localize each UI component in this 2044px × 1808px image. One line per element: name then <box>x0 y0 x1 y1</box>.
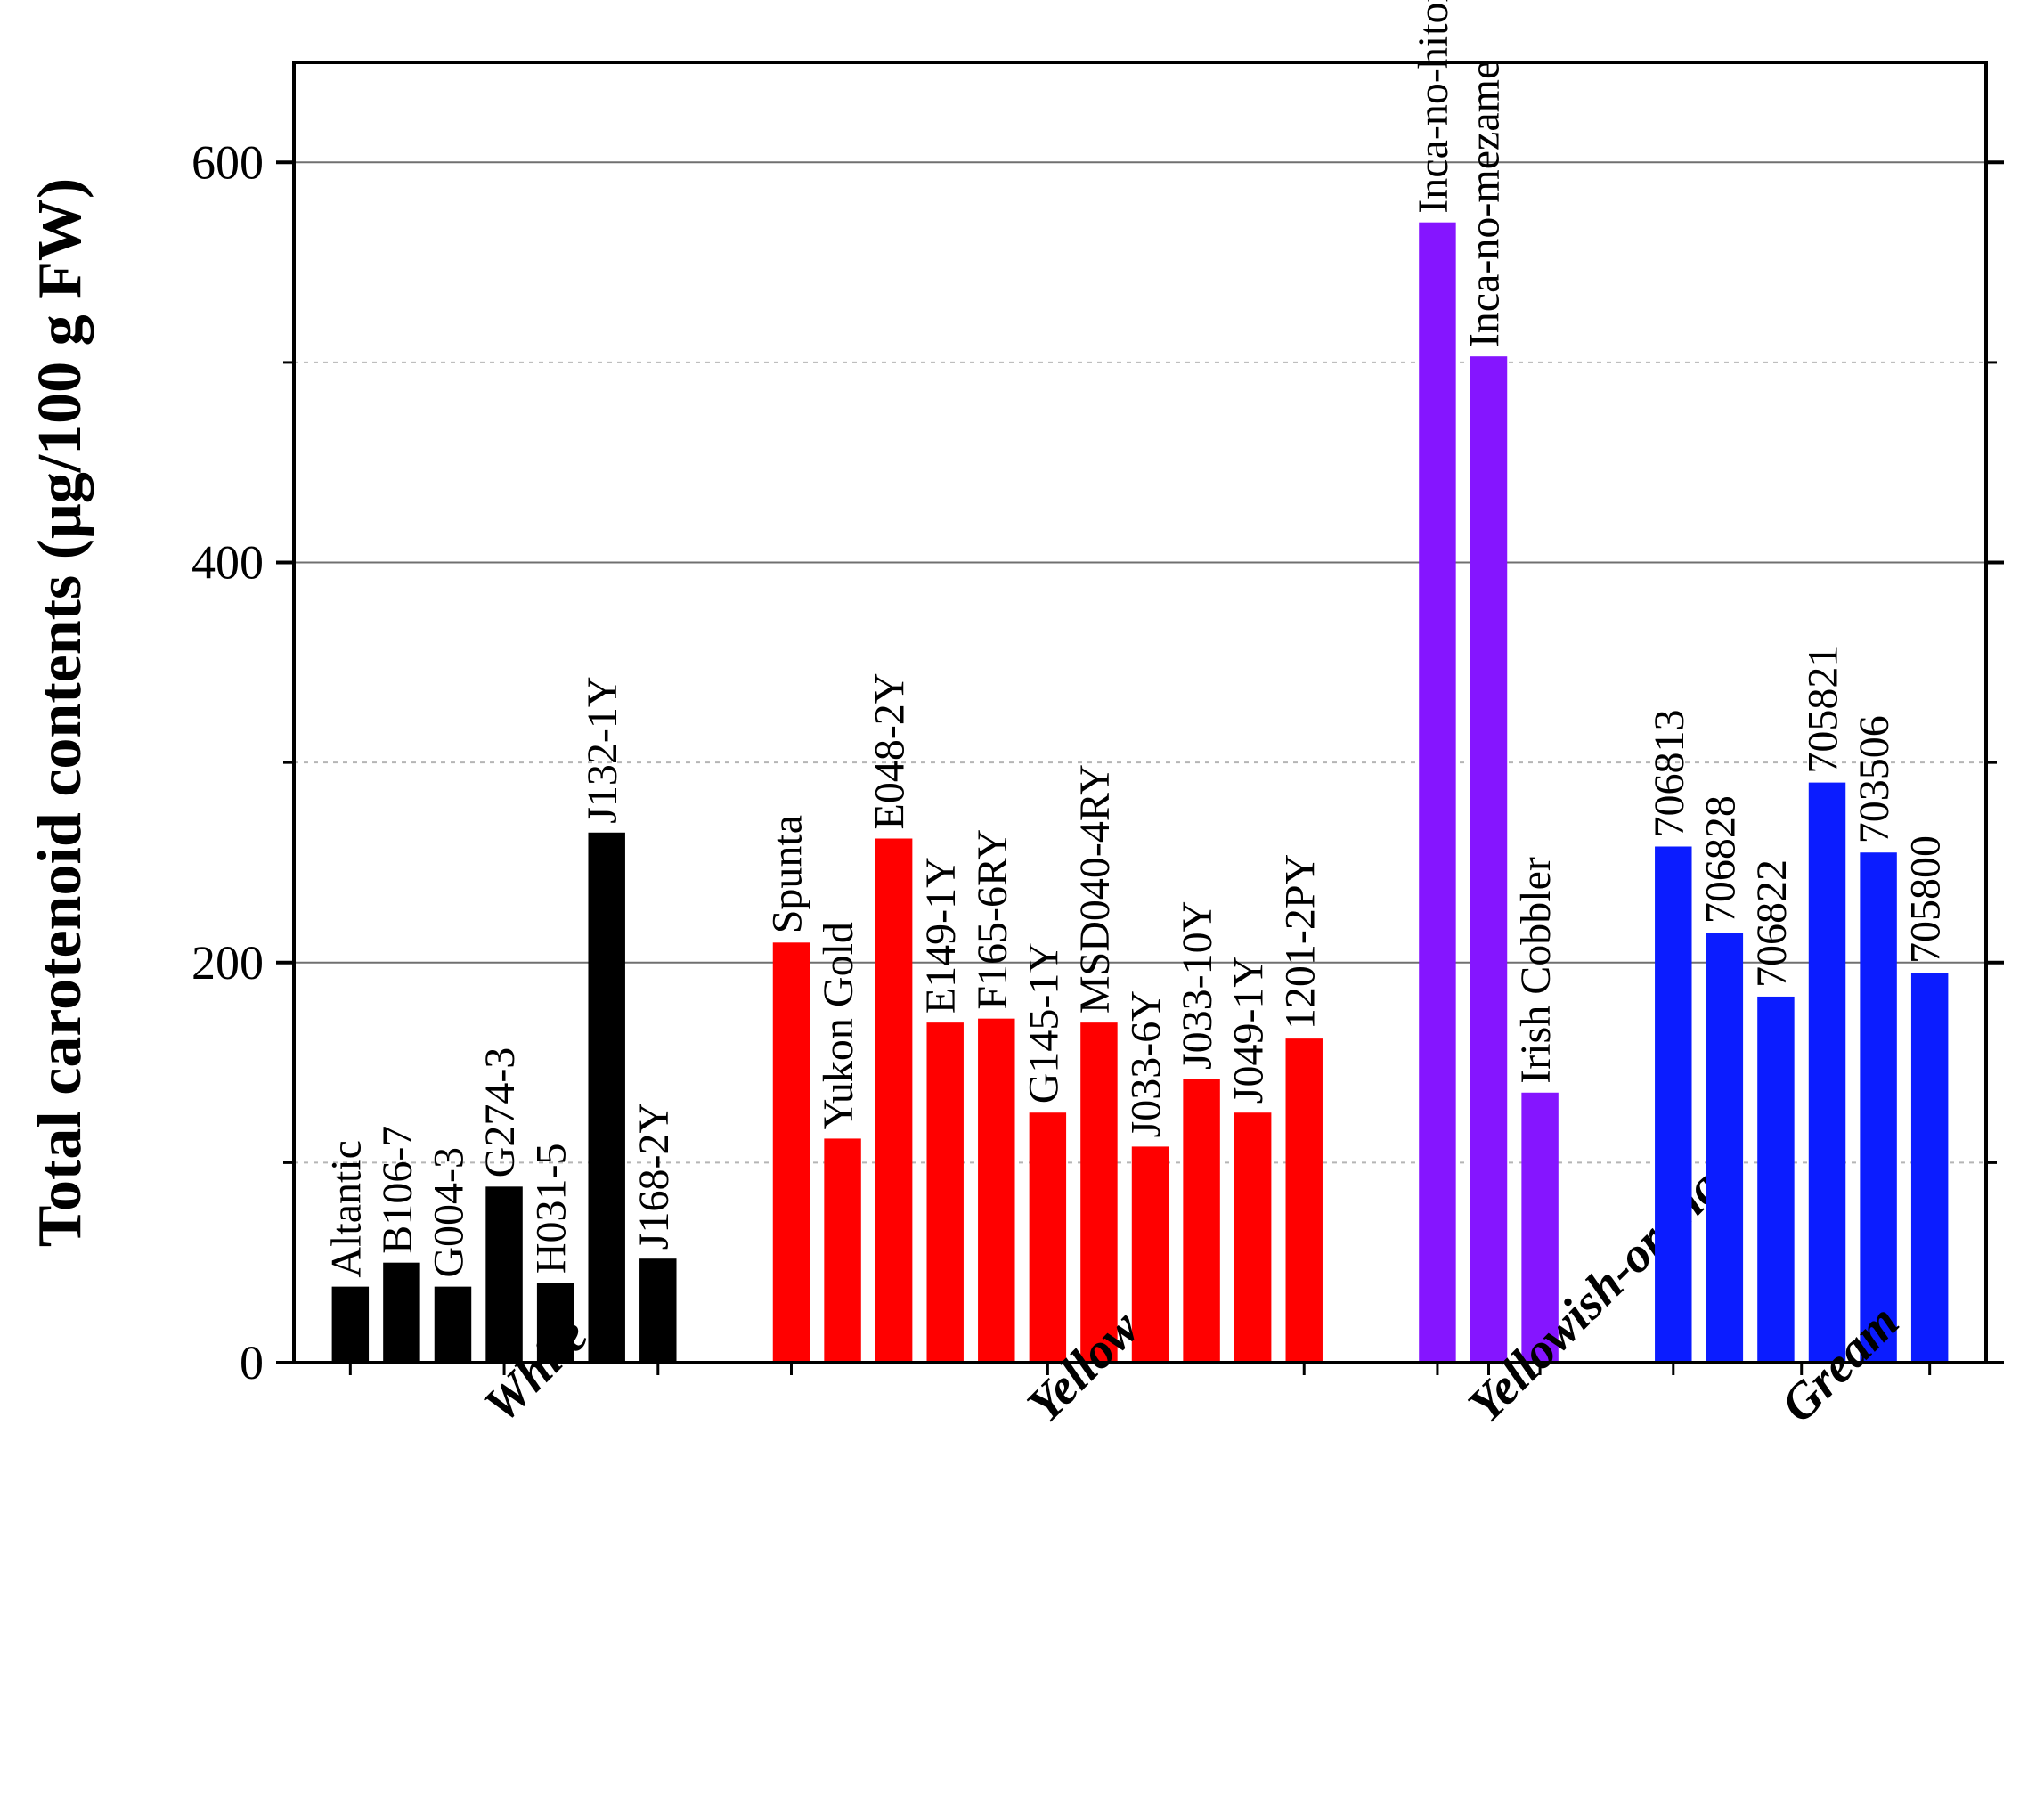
bar <box>978 1019 1014 1363</box>
bar-label: G274-3 <box>476 1047 524 1178</box>
bar <box>588 833 624 1363</box>
bar-label: B106-7 <box>374 1126 421 1254</box>
bar-label: 705821 <box>1800 646 1847 774</box>
bar <box>1286 1038 1323 1363</box>
bar-label: G004-3 <box>426 1147 473 1278</box>
bar <box>435 1287 471 1363</box>
bar <box>1706 933 1743 1363</box>
bar <box>1419 223 1455 1363</box>
bar <box>1860 852 1896 1363</box>
bar-label: J033-6Y <box>1123 990 1170 1137</box>
y-axis-title: Total carotenoid contents (μg/100 g FW) <box>26 178 94 1247</box>
bar <box>485 1186 522 1363</box>
chart-container: AltanticB106-7G004-3G274-3H031-5 J132-1Y J… <box>0 0 2044 1808</box>
bar <box>824 1138 860 1363</box>
bar <box>1911 973 1948 1363</box>
bar-label: MSD040-4RY <box>1071 764 1119 1014</box>
bar-label: F165-6RY <box>969 829 1016 1010</box>
bar <box>1655 846 1691 1363</box>
bar <box>926 1022 963 1363</box>
bar <box>1470 356 1507 1363</box>
bar <box>875 839 912 1363</box>
bar-label: E149-1Y <box>917 857 965 1014</box>
y-axis-tick-label: 0 <box>240 1336 264 1389</box>
bar-label: H031-5 <box>528 1143 575 1274</box>
bar <box>1809 783 1845 1363</box>
bar <box>1183 1079 1219 1363</box>
y-axis-tick-label: 400 <box>191 536 264 590</box>
bar <box>1030 1112 1066 1363</box>
bar-label: G145-1Y <box>1020 942 1067 1104</box>
bar-label: E048-2Y <box>867 673 914 830</box>
bar-label: 706828 <box>1697 795 1744 924</box>
bar-label: Altantic <box>322 1140 370 1278</box>
bar-label: Inca-no-mezame <box>1462 61 1509 347</box>
bar <box>1757 997 1794 1363</box>
bar <box>639 1258 676 1363</box>
bar-label: J049-1Y <box>1226 957 1273 1104</box>
carotenoid-bar-chart: AltanticB106-7G004-3G274-3H031-5 J132-1Y J… <box>0 0 2044 1808</box>
bar-label: 705800 <box>1902 835 1950 964</box>
bar <box>1234 1112 1271 1363</box>
bar-label: Spunta <box>764 815 811 933</box>
bar-label: Yukon Gold <box>815 922 862 1129</box>
bar <box>383 1263 419 1363</box>
bar-label: J033-10Y <box>1174 901 1221 1070</box>
bar-label: 703506 <box>1851 715 1898 843</box>
bar-label: Irish Cobbler <box>1512 857 1559 1084</box>
bar-label: 706822 <box>1748 859 1796 988</box>
bar <box>332 1287 369 1363</box>
bar-label: 706813 <box>1646 709 1693 837</box>
bar-label: J168-2Y <box>631 1103 678 1250</box>
y-axis-tick-label: 600 <box>191 135 264 189</box>
bar <box>773 942 810 1363</box>
bar-label: Inca-no-hitomi <box>1410 0 1457 214</box>
bar-label: J132-1Y <box>579 676 626 823</box>
y-axis-tick-label: 200 <box>191 936 264 990</box>
bar-label: 1201-2PY <box>1276 854 1323 1030</box>
